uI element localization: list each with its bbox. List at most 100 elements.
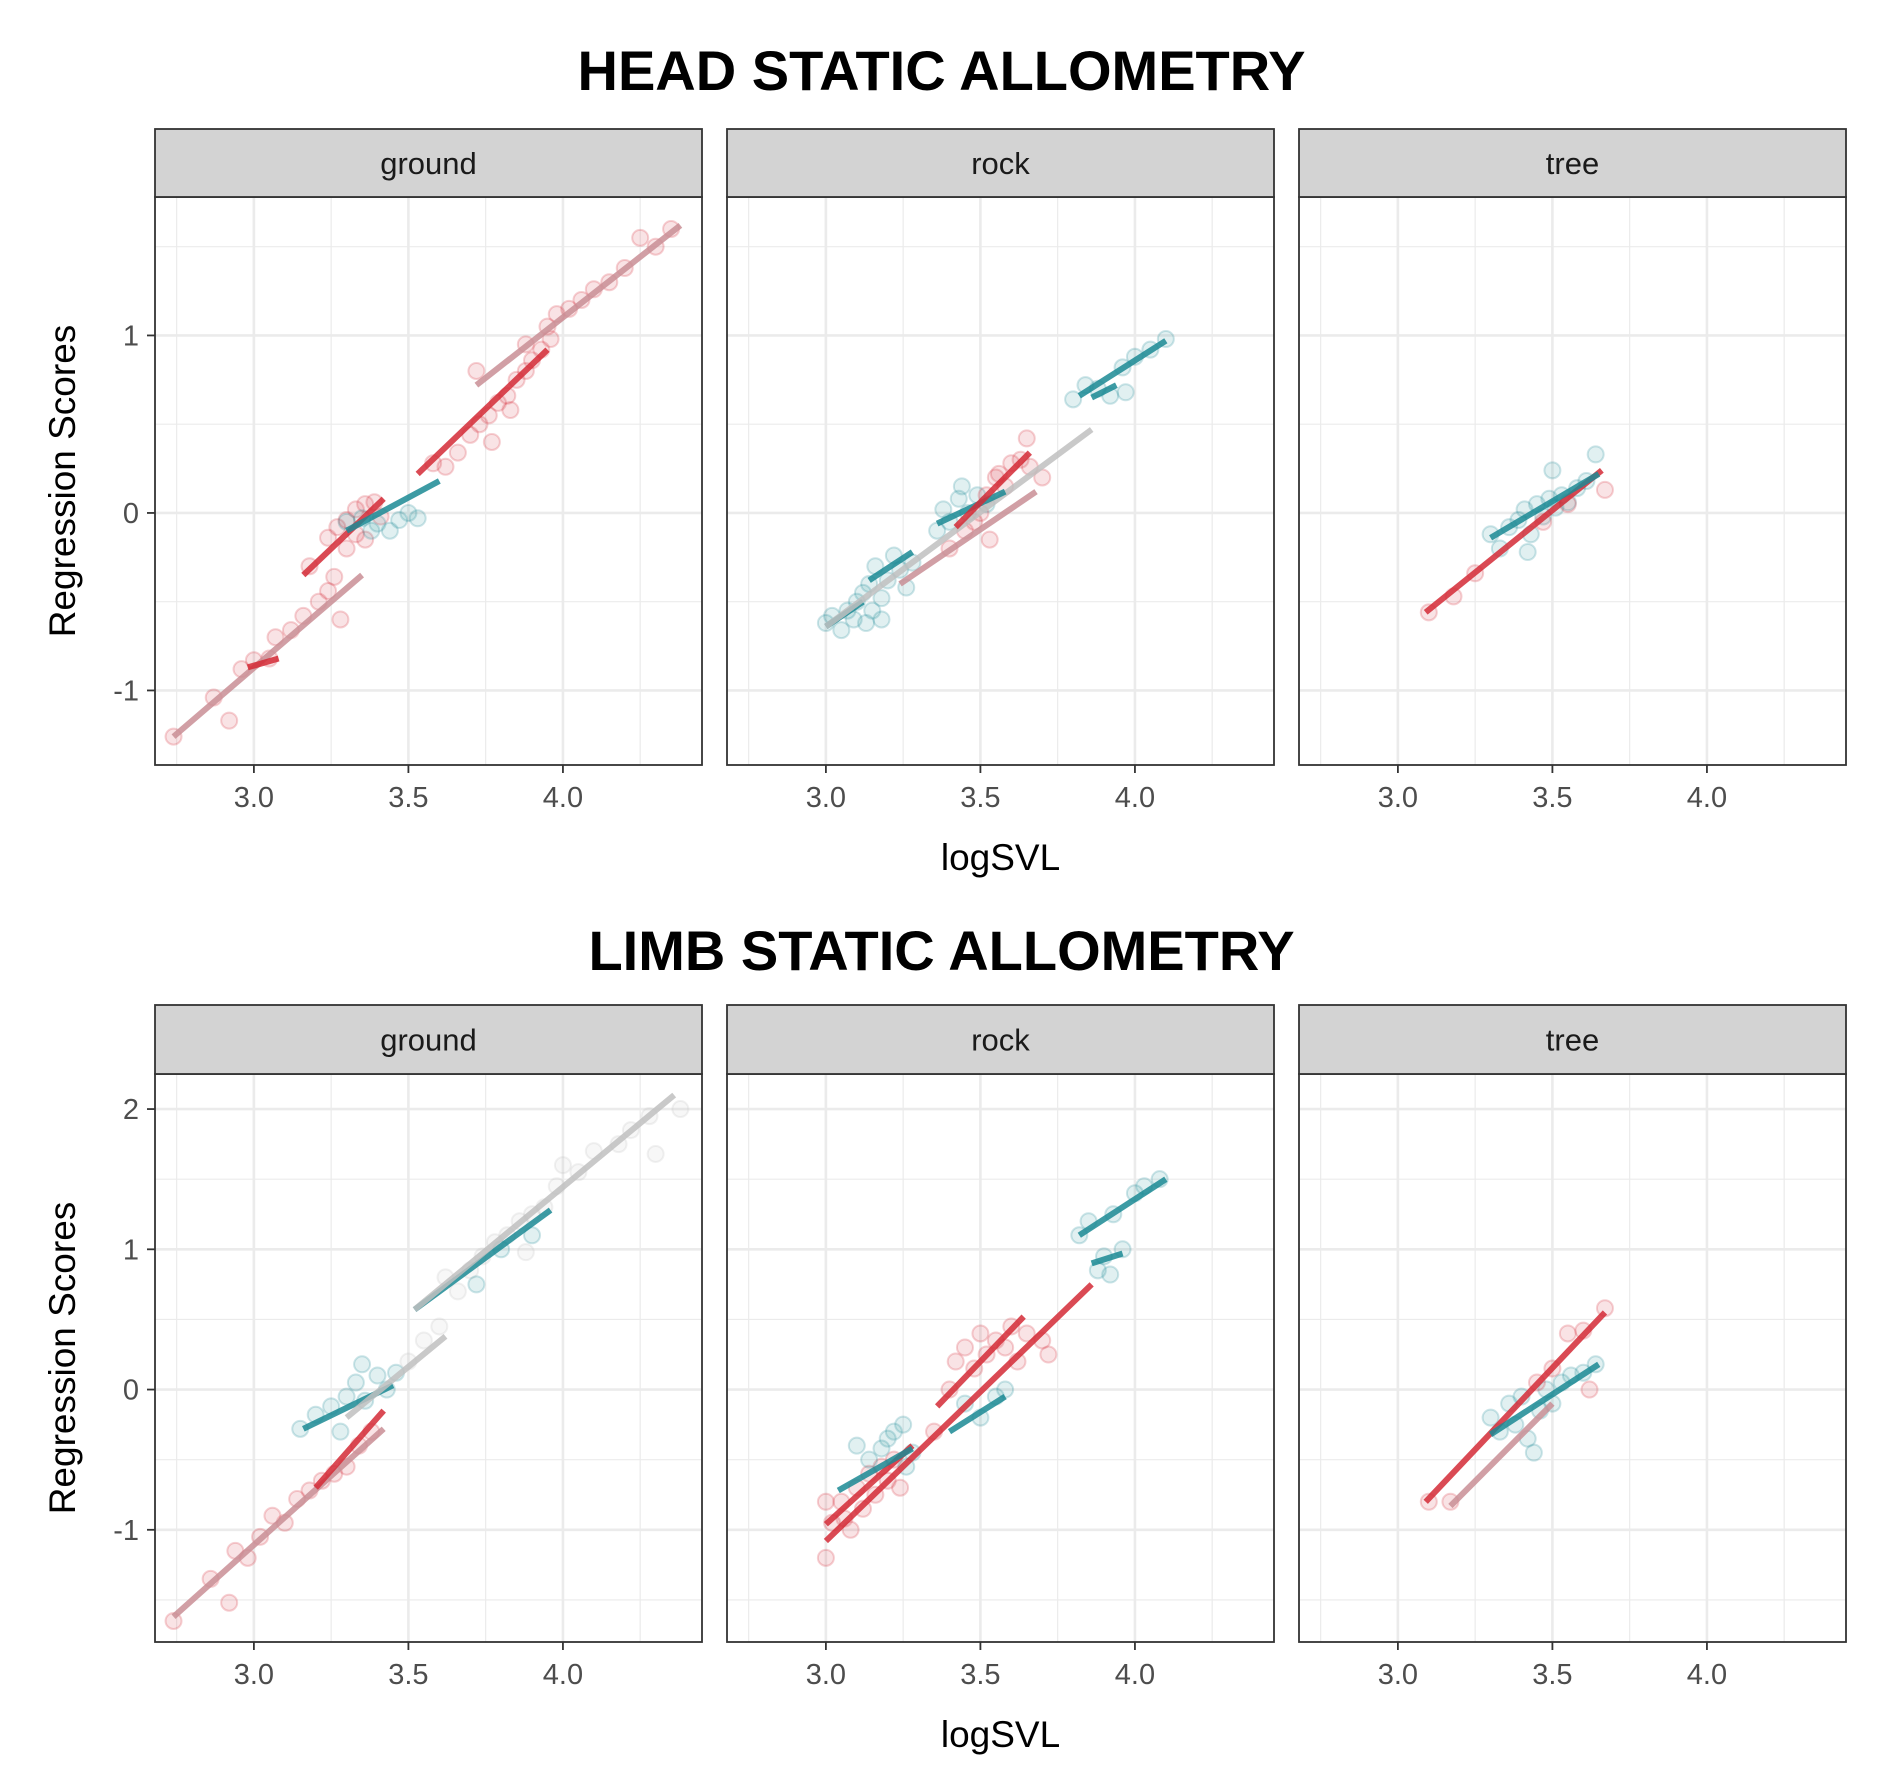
- x-tick-label: 3.5: [1532, 782, 1572, 814]
- data-point: [816, 1492, 835, 1511]
- data-point: [337, 539, 356, 558]
- y-tick-label: 0: [123, 1375, 139, 1407]
- data-point: [1524, 1443, 1543, 1462]
- x-tick-label: 3.0: [234, 1659, 274, 1691]
- data-point: [1481, 1408, 1500, 1427]
- regression-line: [1488, 1361, 1601, 1437]
- regression-line: [171, 572, 365, 739]
- data-point: [946, 1352, 965, 1371]
- data-point: [1518, 543, 1537, 561]
- data-point: [847, 1436, 866, 1455]
- head-tree-panel-background: [1299, 197, 1846, 765]
- x-tick-label: 3.5: [1532, 1659, 1572, 1691]
- data-point: [467, 1275, 486, 1294]
- data-point: [368, 1366, 387, 1385]
- data-point: [872, 1439, 891, 1458]
- y-tick-label: 2: [123, 1094, 139, 1126]
- regression-line: [345, 478, 441, 534]
- data-point: [841, 1520, 860, 1539]
- data-point: [516, 1243, 535, 1262]
- limb-tree-strip: [1298, 1004, 1847, 1075]
- x-tick-label: 4.0: [1687, 782, 1727, 814]
- data-point: [1586, 445, 1605, 464]
- data-point: [872, 589, 891, 608]
- data-point: [952, 477, 971, 496]
- data-point: [1017, 1324, 1036, 1343]
- head-x-axis-label: logSVL: [941, 837, 1060, 878]
- data-point: [325, 567, 344, 586]
- data-point: [399, 503, 418, 522]
- regression-line: [1077, 1176, 1168, 1238]
- data-point: [1017, 429, 1036, 448]
- regression-line: [1077, 338, 1168, 399]
- regression-line: [474, 223, 683, 388]
- data-point: [996, 1380, 1015, 1399]
- x-tick-label: 3.0: [234, 782, 274, 814]
- data-point: [878, 1429, 897, 1448]
- data-point: [980, 530, 999, 549]
- data-point: [857, 614, 876, 632]
- data-point: [328, 518, 347, 537]
- head-rock-strip: [726, 128, 1275, 198]
- data-point: [884, 1422, 903, 1441]
- regression-line: [934, 1314, 1026, 1409]
- data-point: [356, 495, 375, 514]
- data-point: [220, 711, 239, 730]
- regression-line: [1423, 468, 1604, 615]
- data-point: [631, 228, 650, 247]
- limb-tree-panel-background: [1299, 1074, 1846, 1642]
- head-ground-panel-background: [155, 197, 702, 765]
- data-point: [362, 521, 381, 540]
- data-point: [894, 1415, 913, 1434]
- limb-ground-strip: [154, 1004, 703, 1075]
- limb-ground-panel-background: [155, 1074, 702, 1642]
- data-point: [346, 500, 365, 519]
- y-tick-label: -1: [113, 675, 139, 707]
- regression-line: [415, 347, 550, 477]
- data-point: [501, 401, 520, 419]
- x-tick-label: 3.0: [806, 1659, 846, 1691]
- x-tick-label: 3.5: [388, 1659, 428, 1691]
- data-point: [553, 1156, 572, 1175]
- x-tick-label: 3.0: [1378, 782, 1418, 814]
- data-point: [872, 610, 891, 629]
- regression-line: [836, 1445, 914, 1494]
- x-tick-label: 3.5: [960, 1659, 1000, 1691]
- limb-y-axis-label: Regression Scores: [42, 1202, 83, 1515]
- regression-line: [867, 549, 915, 583]
- data-point: [1064, 390, 1083, 409]
- x-tick-label: 4.0: [1115, 1659, 1155, 1691]
- data-point: [414, 1331, 433, 1350]
- data-point: [331, 610, 350, 629]
- x-tick-label: 4.0: [1115, 782, 1155, 814]
- regression-line: [171, 1426, 386, 1619]
- x-tick-label: 4.0: [1687, 1659, 1727, 1691]
- limb-rock-strip: [726, 1004, 1275, 1075]
- x-tick-label: 3.5: [960, 782, 1000, 814]
- data-point: [380, 521, 399, 540]
- limb-ground-strip-label: ground: [380, 1023, 477, 1058]
- data-point: [891, 1478, 910, 1497]
- data-point: [863, 601, 882, 620]
- data-point: [1116, 383, 1135, 402]
- data-point: [1039, 1345, 1058, 1364]
- regression-line: [823, 1282, 1094, 1544]
- data-point: [263, 1506, 282, 1525]
- data-point: [436, 457, 455, 476]
- regression-line: [1448, 1401, 1555, 1509]
- head-tree-strip-label: tree: [1546, 146, 1599, 181]
- regression-line: [301, 496, 386, 578]
- data-point: [860, 1450, 879, 1469]
- x-tick-label: 3.0: [1378, 1659, 1418, 1691]
- limb-rock-strip-label: rock: [971, 1023, 1030, 1058]
- head-ground-strip: [154, 128, 703, 198]
- data-point: [408, 509, 427, 528]
- regression-line: [1090, 382, 1118, 401]
- data-point: [390, 511, 409, 530]
- regression-line: [898, 489, 1038, 587]
- data-point: [266, 628, 285, 647]
- regression-line: [1090, 1250, 1124, 1267]
- data-point: [319, 582, 338, 601]
- head-rock-strip-label: rock: [971, 146, 1030, 181]
- x-tick-label: 4.0: [543, 782, 583, 814]
